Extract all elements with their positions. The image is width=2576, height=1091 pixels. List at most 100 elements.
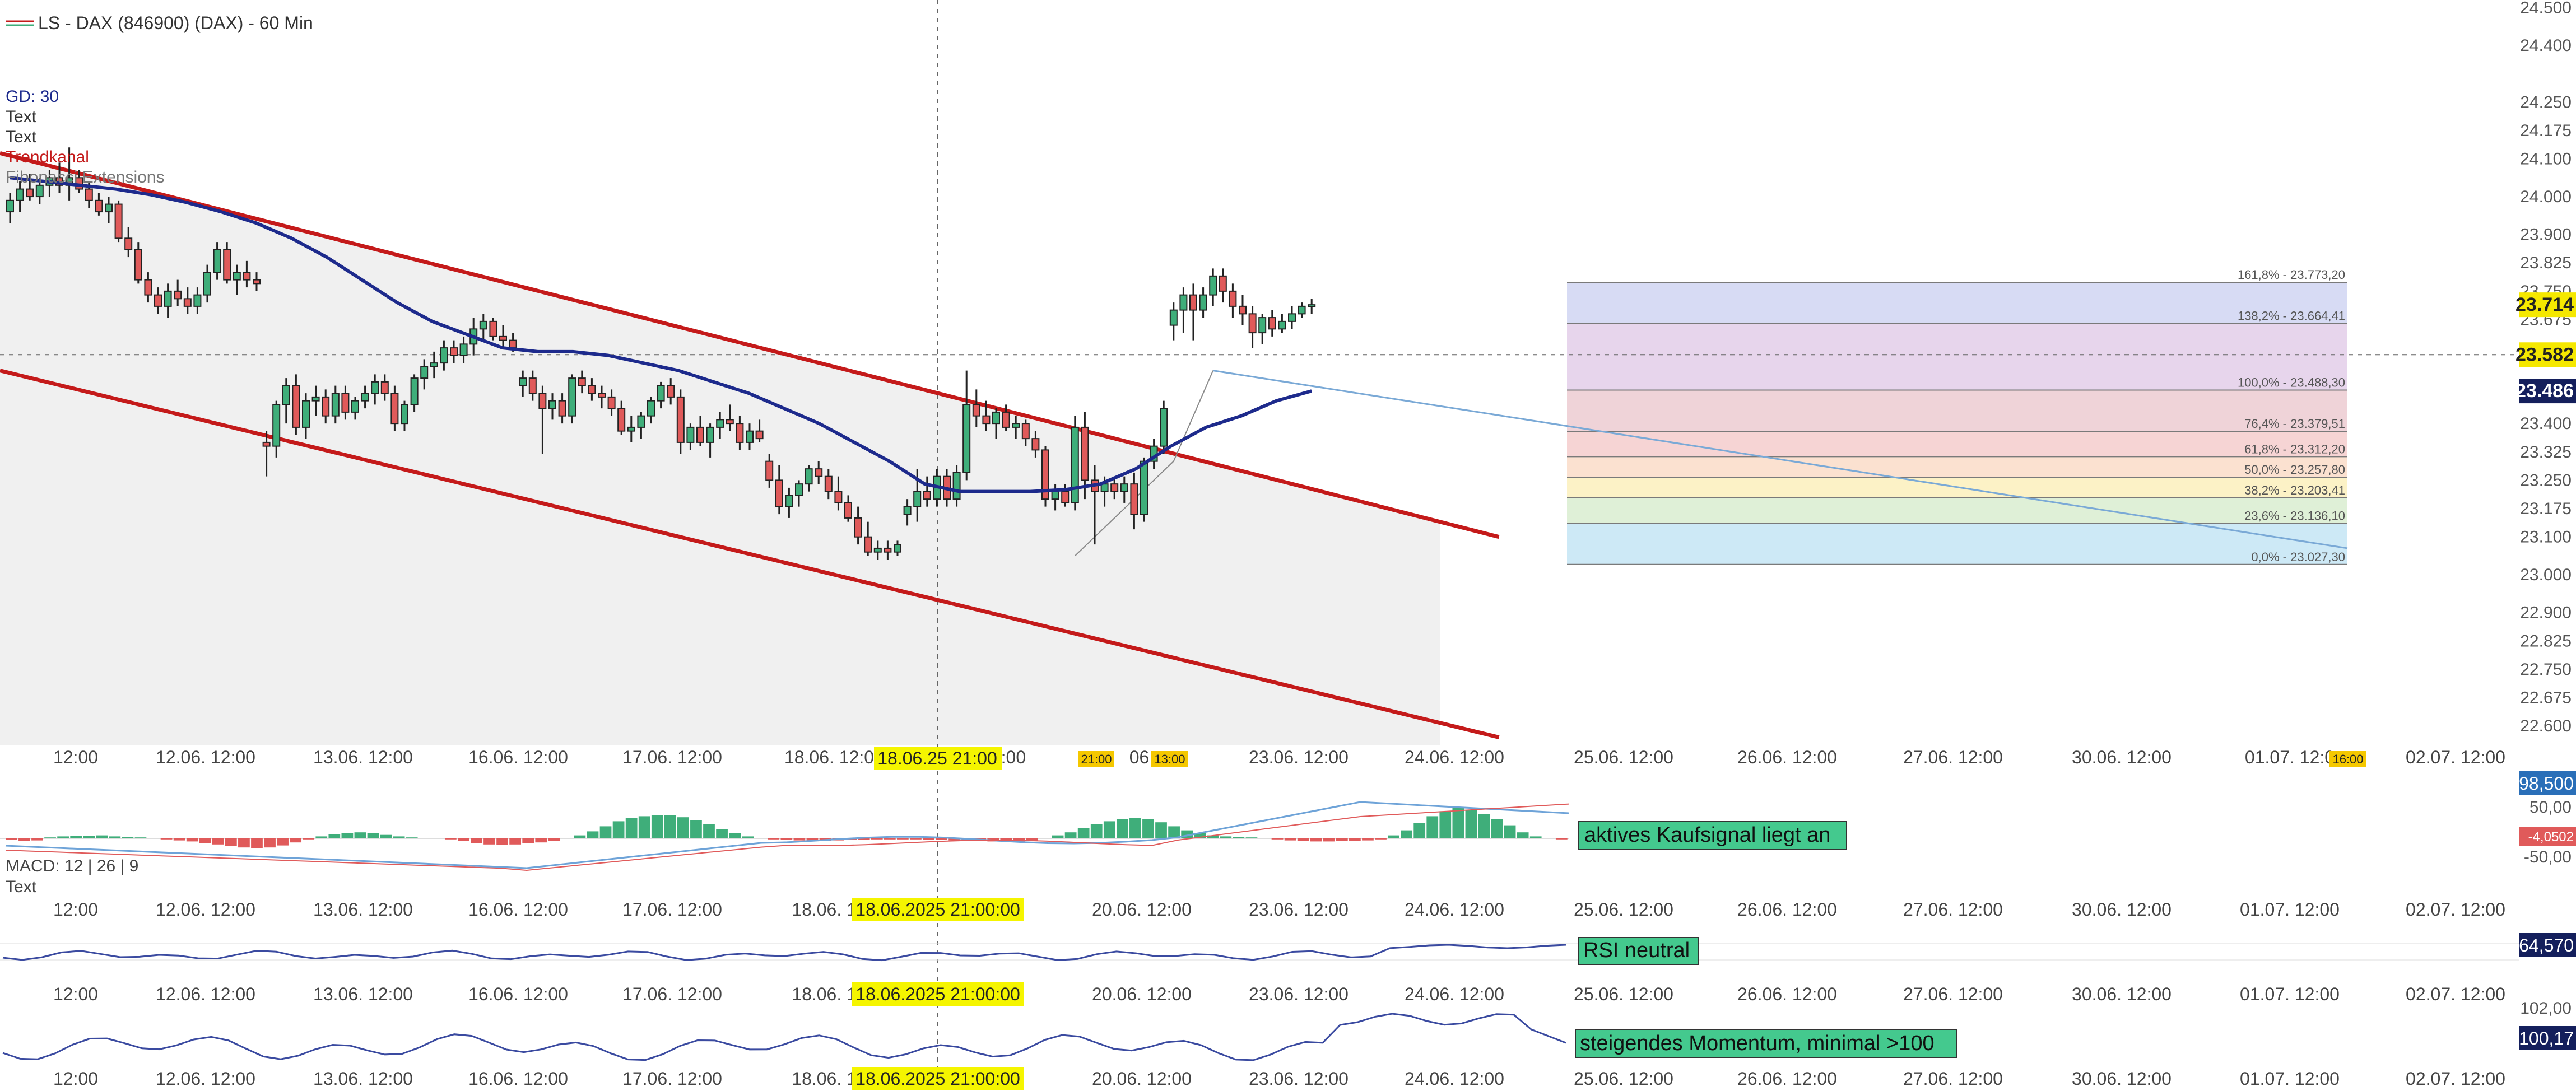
macd-histogram-bar <box>122 837 134 838</box>
x-axis-label: 12:00 <box>53 747 98 767</box>
time-marker: 16:00 <box>2332 752 2363 766</box>
macd-histogram-bar <box>83 836 95 838</box>
macd-histogram-bar <box>1233 837 1245 838</box>
candle-body <box>410 377 419 405</box>
candle-body <box>568 377 576 417</box>
x-axis-label: 02.07. 12:00 <box>2406 747 2505 767</box>
candle-body <box>509 339 517 349</box>
rsi-x-axis-label: 30.06. 12:00 <box>2072 984 2172 1004</box>
macd-x-axis-label: 24.06. 12:00 <box>1405 899 1504 920</box>
macd-histogram-bar <box>1452 808 1464 838</box>
candle-body <box>824 475 833 492</box>
fib-zone <box>1567 523 2347 565</box>
macd-histogram-bar <box>444 838 457 840</box>
macd-histogram-bar <box>587 831 599 838</box>
candle-body <box>1140 460 1148 515</box>
rsi-signal-text: RSI neutral <box>1583 939 1690 962</box>
candle-body <box>401 404 408 425</box>
x-axis-label: 16.06. 12:00 <box>468 747 568 767</box>
macd-histogram-bar <box>225 838 237 846</box>
macd-histogram-bar <box>703 824 715 838</box>
ma-value-badge-bg <box>2519 379 2576 404</box>
momentum-signal-text: steigendes Momentum, minimal >100 <box>1580 1032 1935 1055</box>
macd-histogram-bar <box>1129 818 1141 838</box>
candle-body <box>1071 426 1079 503</box>
macd-signal-line <box>5 803 1569 871</box>
macd-histogram-bar <box>910 838 922 840</box>
macd-histogram-bar <box>1090 824 1103 838</box>
macd-histogram-bar <box>625 818 638 838</box>
macd-histogram-bar <box>936 838 947 840</box>
momentum-x-axis-label: 25.06. 12:00 <box>1574 1069 1673 1089</box>
rsi-x-axis-label: 12.06. 12:00 <box>156 984 255 1004</box>
candle-body <box>223 249 231 281</box>
x-axis-label: 25.06. 12:00 <box>1574 747 1673 767</box>
candle-body <box>1100 483 1109 492</box>
macd-histogram-bar <box>18 838 30 841</box>
candle-body <box>193 294 202 307</box>
price-axis-tick: 23.100 <box>2520 528 2572 547</box>
candle-body <box>253 279 261 285</box>
candle-body <box>164 290 172 307</box>
rsi-x-axis-label: 26.06. 12:00 <box>1737 984 1837 1004</box>
candle-body <box>775 479 783 507</box>
candle-body <box>154 294 162 307</box>
fib-level-label: 161,8% - 23.773,20 <box>2238 268 2345 282</box>
candle-body <box>1288 313 1296 322</box>
candle-body <box>322 396 330 417</box>
candle-body <box>1041 449 1049 500</box>
candle-body <box>213 249 221 273</box>
price-axis-tick: 22.750 <box>2520 660 2572 679</box>
candle-body <box>233 272 241 281</box>
fib-zone <box>1567 431 2347 457</box>
macd-histogram-bar <box>173 838 185 841</box>
macd-histogram-bar <box>768 838 780 840</box>
x-axis-label: 01.07. 12:0 <box>2245 747 2335 767</box>
candle-body <box>647 400 655 417</box>
rsi-crosshair-date-bg <box>852 982 1024 1006</box>
candle-body <box>834 491 843 503</box>
rsi-x-axis-label: 23.06. 12:00 <box>1249 984 1349 1004</box>
macd-histogram-bar <box>277 838 289 846</box>
fib-level-label: 138,2% - 23.664,41 <box>2238 309 2345 323</box>
rsi-x-axis-label: 24.06. 12:00 <box>1405 984 1504 1004</box>
crosshair-price-badge-bg <box>2519 342 2576 367</box>
candle-body <box>134 249 142 281</box>
candle-body <box>1189 294 1197 311</box>
candle-body <box>578 377 586 386</box>
candle-body <box>706 426 714 443</box>
ma-value-badge: 23.486 <box>2515 380 2574 402</box>
candle-body <box>627 426 635 432</box>
candle-body <box>95 199 103 213</box>
price-axis-tick: 23.400 <box>2520 414 2572 433</box>
legend-item: Trendkanal <box>6 148 89 166</box>
macd-histogram-bar <box>858 838 870 840</box>
candle-body <box>1179 294 1188 311</box>
macd-histogram-bar <box>1297 838 1309 841</box>
x-axis-label: 13.06. 12:00 <box>313 747 413 767</box>
macd-histogram-bar <box>1168 826 1180 838</box>
macd-axis-tick: 50,00 <box>2529 798 2572 817</box>
candle-body <box>815 468 823 477</box>
candle-body <box>390 393 399 425</box>
macd-histogram-bar <box>70 836 82 838</box>
macd-histogram-bar <box>716 829 728 838</box>
macd-sub-label: Text <box>6 878 37 896</box>
candle-body <box>203 272 211 296</box>
moving-average-line <box>10 176 1313 493</box>
macd-histogram-bar <box>1439 811 1452 838</box>
price-axis-tick: 23.250 <box>2520 471 2572 489</box>
macd-histogram-bar <box>1413 823 1426 838</box>
rsi-x-axis-label: 17.06. 12:00 <box>622 984 722 1004</box>
candle-body <box>1061 491 1070 503</box>
price-axis-tick: 22.675 <box>2520 689 2572 707</box>
macd-x-axis-label: 12.06. 12:00 <box>156 899 255 920</box>
macd-histogram-bar <box>483 838 495 845</box>
macd-histogram-bar <box>1271 838 1284 840</box>
candle-body <box>884 547 892 553</box>
price-axis-tick: 24.000 <box>2520 188 2572 206</box>
x-axis-label: 23.06. 12:00 <box>1249 747 1349 767</box>
candle-body <box>302 400 310 428</box>
momentum-crosshair-date: 18.06.2025 21:00:00 <box>855 1069 1020 1089</box>
